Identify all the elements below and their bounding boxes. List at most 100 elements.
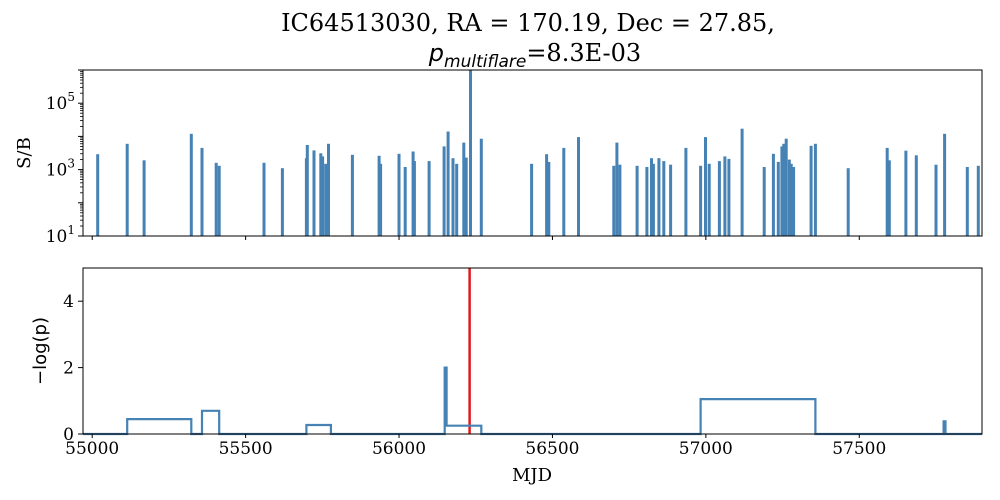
sb-bar: [618, 164, 622, 236]
sb-bar: [657, 158, 661, 236]
sb-bar: [784, 138, 788, 236]
sb-bar: [887, 160, 891, 236]
sb-bar: [615, 142, 619, 236]
bottom-y-tick-label: 4: [63, 292, 74, 312]
sb-bar: [846, 168, 850, 236]
sb-bar: [427, 161, 431, 236]
sb-bar: [885, 147, 889, 236]
top-y-tick-label: 103: [46, 157, 75, 181]
sb-bar: [403, 167, 407, 236]
sb-bar: [319, 153, 323, 236]
sb-bar: [792, 167, 796, 236]
sb-bar: [217, 165, 221, 236]
sb-bar: [809, 145, 813, 236]
sb-bar: [635, 165, 639, 236]
sb-bar: [469, 70, 472, 236]
sb-bar: [762, 167, 766, 236]
sb-bar: [412, 161, 416, 236]
subtitle-subscript: multiflare: [444, 52, 526, 72]
sb-bar: [200, 147, 204, 236]
top-y-axis-label: S/B: [14, 137, 35, 169]
bottom-panel: 55000 55500 56000 56500 57000 57500 0 2 4 MJD −…: [30, 267, 983, 486]
bottom-y-tick-label: 0: [63, 425, 74, 445]
sb-bar: [321, 156, 325, 236]
top-plot-frame: [82, 69, 983, 237]
sb-bar: [717, 161, 721, 236]
sb-bar: [612, 165, 616, 236]
sb-bar: [577, 137, 580, 236]
sb-bar: [455, 163, 459, 236]
sb-bar: [740, 128, 744, 236]
sb-bar: [451, 158, 455, 236]
bottom-x-tick-label: 57000: [679, 439, 733, 459]
sb-bar: [787, 159, 791, 236]
sb-bar: [704, 137, 707, 236]
sb-bar: [965, 167, 969, 236]
sb-bar: [462, 142, 466, 236]
sb-bar: [904, 150, 908, 236]
sb-bar: [914, 155, 918, 236]
sb-bar: [662, 161, 666, 236]
sb-bar: [442, 146, 446, 236]
subtitle-symbol: p: [428, 39, 444, 67]
bottom-y-ticks: 0 2 4: [63, 292, 83, 445]
sb-bar: [789, 163, 793, 236]
top-bars: [96, 70, 980, 236]
sb-bar: [312, 150, 316, 236]
sb-bar: [645, 167, 649, 236]
top-panel: 101 103 105 S/B: [14, 69, 983, 247]
sb-bar: [479, 138, 483, 236]
sb-bar: [379, 163, 383, 236]
bottom-y-tick-label: 2: [63, 359, 74, 379]
sb-bar: [562, 147, 566, 236]
chart-subtitle: pmultiflare=8.3E-03: [428, 39, 641, 72]
top-x-ticks: [91, 236, 860, 240]
sb-bar: [125, 143, 129, 236]
bottom-step-line: [83, 366, 982, 436]
sb-bar: [727, 158, 731, 236]
sb-bar: [684, 147, 688, 236]
sb-bar: [699, 165, 703, 236]
sb-bar: [934, 164, 938, 236]
sb-bar: [650, 158, 653, 236]
sb-bar: [723, 156, 727, 236]
bottom-x-axis-label: MJD: [512, 465, 552, 486]
sb-bar: [350, 154, 354, 236]
sb-bar: [707, 163, 711, 236]
bottom-x-tick-label: 55000: [65, 439, 119, 459]
sb-bar: [813, 143, 817, 236]
sb-bar: [651, 163, 655, 236]
sb-bar: [547, 161, 551, 236]
bottom-x-tick-label: 56500: [525, 439, 579, 459]
bottom-x-tick-label: 56000: [372, 439, 426, 459]
sb-bar: [669, 164, 673, 236]
sb-bar: [780, 146, 784, 236]
sb-bar: [262, 162, 266, 236]
sb-bar: [771, 153, 775, 236]
sb-bar: [446, 131, 450, 236]
bottom-x-ticks: 55000 55500 56000 56500 57000 57500: [65, 434, 886, 459]
bottom-plot-frame: [82, 267, 983, 435]
top-y-tick-label: 101: [46, 223, 75, 247]
bottom-y-axis-label: −log(p): [30, 317, 51, 385]
sb-bar: [397, 153, 401, 236]
sb-bar: [976, 165, 980, 236]
sb-bar: [530, 163, 534, 236]
sb-bar: [324, 163, 328, 236]
subtitle-value: =8.3E-03: [526, 39, 641, 67]
sb-bar: [280, 168, 284, 236]
top-y-ticks: 101 103 105: [46, 69, 83, 247]
sb-bar: [776, 161, 780, 236]
sb-bar: [545, 154, 549, 236]
bottom-x-tick-label: 57500: [832, 439, 886, 459]
sb-bar: [464, 157, 468, 236]
sb-bar: [189, 133, 193, 236]
sb-bar: [214, 162, 218, 236]
sb-bar: [327, 143, 330, 236]
bottom-x-tick-label: 55500: [219, 439, 273, 459]
sb-bar: [782, 143, 786, 236]
sb-bar: [96, 154, 100, 236]
sb-bar: [305, 145, 309, 236]
chart-title: IC64513030, RA = 170.19, Dec = 27.85,: [281, 9, 775, 37]
